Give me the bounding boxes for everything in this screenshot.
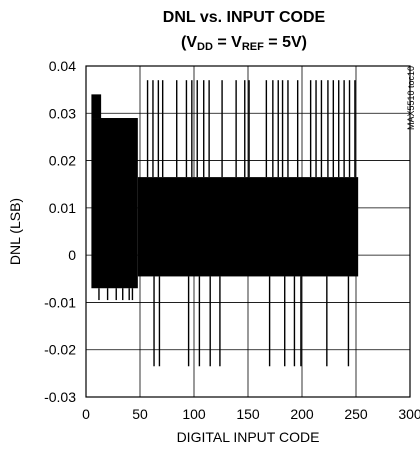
title-mid: = V xyxy=(213,34,242,51)
x-tick-label: 300 xyxy=(398,406,420,422)
dnl-data xyxy=(91,80,359,367)
y-tick-label: 0.02 xyxy=(49,153,76,169)
title-sub-dd: DD xyxy=(197,41,213,53)
plot-frame xyxy=(85,65,411,398)
chart-title-line2: (VDD = VREF = 5V) xyxy=(181,34,307,53)
x-tick-label: 100 xyxy=(182,406,206,422)
chart-title-line1: DNL vs. INPUT CODE xyxy=(163,9,326,26)
y-tick-label: -0.02 xyxy=(44,342,76,358)
y-tick-label: -0.03 xyxy=(44,389,76,405)
y-tick-label: 0 xyxy=(68,247,76,263)
title-sub-ref: REF xyxy=(242,41,264,53)
x-tick-label: 50 xyxy=(132,406,148,422)
y-tick-label: 0.01 xyxy=(49,200,76,216)
y-tick-label: 0.03 xyxy=(49,105,76,121)
dnl-band-start-peak xyxy=(91,94,102,119)
title-suffix: = 5V) xyxy=(264,34,307,51)
tick-labels: 0 50 100 150 200 250 300 -0.03 -0.02 -0.01 0 0.01 0.… xyxy=(44,58,420,422)
figure-code: MAX5510 toc10 xyxy=(406,66,416,130)
x-tick-label: 250 xyxy=(344,406,368,422)
title-prefix: (V xyxy=(181,34,197,51)
dnl-band-low-code xyxy=(91,118,138,289)
y-axis-label: DNL (LSB) xyxy=(7,198,23,265)
x-tick-label: 200 xyxy=(290,406,314,422)
x-tick-label: 0 xyxy=(82,406,90,422)
y-tick-label: 0.04 xyxy=(49,58,76,74)
dnl-band-main xyxy=(137,177,359,277)
y-tick-label: -0.01 xyxy=(44,294,76,310)
x-tick-label: 150 xyxy=(236,406,260,422)
x-axis-label: DIGITAL INPUT CODE xyxy=(177,429,320,445)
